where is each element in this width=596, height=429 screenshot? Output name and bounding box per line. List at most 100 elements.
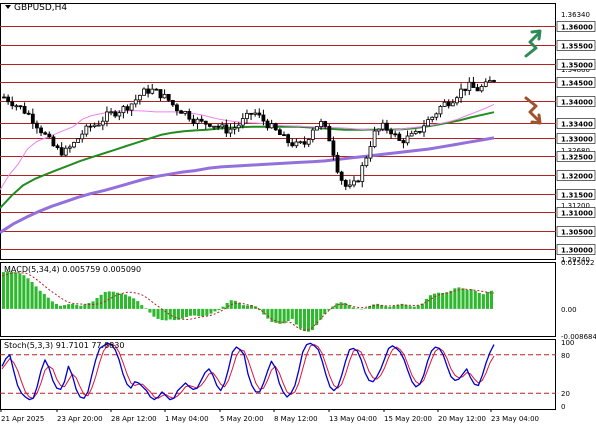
candle xyxy=(84,124,89,137)
candle xyxy=(323,120,328,129)
candle xyxy=(125,104,130,114)
candle xyxy=(236,122,241,132)
candle xyxy=(368,141,373,162)
candle xyxy=(372,126,377,149)
candle xyxy=(30,108,35,129)
macd-panel[interactable] xyxy=(0,262,556,337)
candle xyxy=(113,109,118,119)
time-axis-label: 13 May 04:00 xyxy=(329,415,377,423)
macd-bar xyxy=(38,290,42,309)
macd-axis-label: 0.00 xyxy=(561,306,577,314)
macd-bar xyxy=(34,286,38,309)
candle xyxy=(492,79,496,83)
macd-bar xyxy=(193,308,197,316)
level-label-box xyxy=(556,244,596,255)
candle xyxy=(479,84,484,93)
macd-bar xyxy=(197,308,201,317)
macd-bar xyxy=(392,306,396,309)
candle xyxy=(162,89,167,99)
macd-bar xyxy=(343,303,347,309)
macd-bar xyxy=(485,292,489,309)
time-axis-label: 28 Apr 12:00 xyxy=(111,415,157,423)
macd-bar xyxy=(225,303,229,309)
time-axis-label: 21 Apr 2025 xyxy=(1,415,44,423)
macd-bar xyxy=(103,292,107,309)
macd-bar xyxy=(2,272,6,309)
macd-bar xyxy=(250,305,254,309)
macd-bar xyxy=(83,304,87,309)
candle xyxy=(475,83,480,92)
macd-bar xyxy=(152,308,156,317)
candle xyxy=(245,109,249,124)
macd-bar xyxy=(368,306,372,309)
macd-bar xyxy=(205,308,209,316)
candle xyxy=(265,118,270,131)
candle xyxy=(352,176,356,188)
macd-bar xyxy=(359,308,363,310)
macd-bar xyxy=(449,290,453,309)
level-label: 1.31500 xyxy=(561,192,593,200)
candle xyxy=(224,119,229,137)
candle xyxy=(282,131,286,137)
candle xyxy=(257,108,262,118)
price-panel[interactable] xyxy=(0,3,556,260)
macd-bar xyxy=(30,282,34,309)
candle xyxy=(380,119,385,132)
candle xyxy=(129,103,134,117)
candle xyxy=(117,110,122,121)
macd-bar xyxy=(469,289,473,309)
candle xyxy=(253,109,258,117)
macd-bar xyxy=(185,308,189,317)
macd-bar xyxy=(241,305,245,309)
candle xyxy=(273,122,278,132)
candle xyxy=(26,110,31,116)
macd-bar xyxy=(221,306,225,309)
symbol-title-group[interactable]: GBPUSD,H4 xyxy=(5,3,67,13)
candle xyxy=(302,136,307,148)
macd-bar xyxy=(107,291,111,309)
macd-bar xyxy=(164,308,168,321)
candle xyxy=(356,179,361,183)
macd-bar xyxy=(339,302,343,309)
level-label: 1.30000 xyxy=(561,247,593,255)
candle xyxy=(331,136,336,161)
macd-signal-line xyxy=(1,272,495,331)
macd-bar xyxy=(262,308,266,315)
candle xyxy=(133,94,138,108)
macd-bar xyxy=(424,298,428,309)
time-axis-label: 15 May 20:00 xyxy=(384,415,432,423)
candle xyxy=(413,129,418,135)
macd-bar xyxy=(54,303,58,309)
candle xyxy=(438,105,443,118)
stoch-axis-label: 0 xyxy=(561,403,565,411)
macd-bar xyxy=(408,306,412,309)
macd-bar xyxy=(79,305,83,309)
candle xyxy=(158,89,163,102)
candle xyxy=(409,130,414,137)
mid-ma-line xyxy=(0,111,495,209)
candle xyxy=(195,117,200,129)
stoch-panel[interactable] xyxy=(0,339,556,410)
candle xyxy=(389,127,393,139)
candle xyxy=(306,138,311,148)
candle xyxy=(100,116,105,131)
candle xyxy=(463,88,468,96)
candle xyxy=(121,105,126,119)
macd-bar xyxy=(75,304,79,309)
macd-bar xyxy=(237,303,241,309)
level-label-box xyxy=(556,170,596,181)
candle xyxy=(232,121,237,135)
macd-bar xyxy=(46,297,50,309)
time-axis-label: 23 Apr 20:00 xyxy=(57,415,103,423)
candle xyxy=(298,140,303,145)
level-label-box xyxy=(556,21,596,32)
candle xyxy=(80,130,85,143)
macd-bar xyxy=(286,308,290,322)
macd-bar xyxy=(376,303,380,309)
macd-bar xyxy=(319,308,323,320)
candle xyxy=(63,145,68,157)
stoch-axis-label: 100 xyxy=(561,339,574,347)
symbol-title: GBPUSD,H4 xyxy=(14,3,67,13)
